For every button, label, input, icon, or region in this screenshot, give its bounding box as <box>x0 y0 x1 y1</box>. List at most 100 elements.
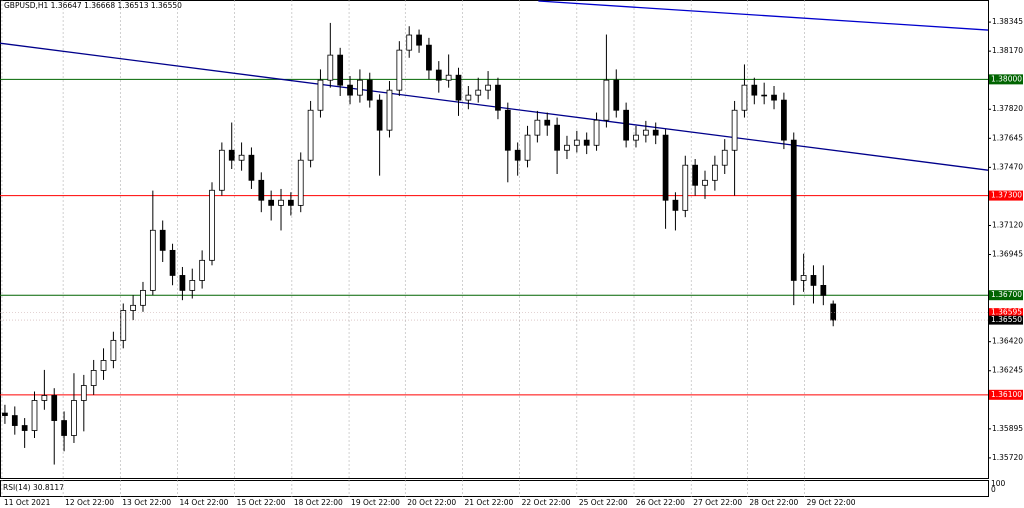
y-tick-label: 1.35720 <box>992 453 1023 462</box>
candle-body <box>209 189 215 261</box>
candle-body <box>820 285 827 296</box>
candle-body <box>159 229 166 251</box>
y-tick-label: 1.35895 <box>992 424 1023 433</box>
candle-body <box>189 280 196 291</box>
candle-body <box>534 119 541 136</box>
candle-body <box>613 79 620 111</box>
y-tick-label: 1.36420 <box>992 337 1023 346</box>
candle-body <box>307 109 314 161</box>
candle-body <box>169 249 176 276</box>
candle-body <box>2 412 8 416</box>
candle-body <box>100 360 107 371</box>
candle-body <box>623 109 629 141</box>
candle-body <box>248 154 255 181</box>
candle-body <box>140 289 146 306</box>
candle-body <box>583 139 590 146</box>
candle-body <box>633 134 639 141</box>
candle-body <box>662 134 669 201</box>
rsi-tick-label: 0 <box>991 485 996 494</box>
candle-body <box>297 159 304 206</box>
candle-body <box>781 99 787 141</box>
candle-body <box>228 149 235 161</box>
main-plot <box>0 0 989 479</box>
candle-body <box>731 109 738 151</box>
y-tick-label: 1.37820 <box>992 104 1023 113</box>
y-tick-label: 1.37470 <box>992 162 1023 171</box>
x-tick-label: 11 Oct 2021 <box>4 498 51 507</box>
candle-body <box>238 154 245 161</box>
candle-body <box>61 420 67 436</box>
x-tick-label: 21 Oct 22:00 <box>464 498 513 507</box>
y-tick-label: 1.38170 <box>992 46 1023 55</box>
x-tick-label: 28 Oct 22:00 <box>749 498 798 507</box>
candle-body <box>11 415 18 426</box>
candle-body <box>692 164 699 186</box>
candle-body <box>702 179 708 186</box>
candle-body <box>810 275 817 286</box>
x-tick-label: 29 Oct 22:00 <box>807 498 856 507</box>
y-tick-label: 1.37645 <box>992 133 1023 142</box>
candle-body <box>830 303 837 321</box>
candle-body <box>761 94 768 97</box>
candle-body <box>712 164 718 181</box>
candle-body <box>652 129 659 136</box>
rsi-panel <box>0 480 989 497</box>
level-price-label: 1.36700 <box>991 290 1022 299</box>
candle-body <box>347 84 353 96</box>
candle-body <box>475 89 482 96</box>
candle-body <box>544 119 551 126</box>
x-tick-label: 13 Oct 22:00 <box>122 498 171 507</box>
x-tick-label: 27 Oct 22:00 <box>693 498 742 507</box>
level-price-box <box>989 290 1023 301</box>
x-tick-label: 19 Oct 22:00 <box>351 498 400 507</box>
candle-body <box>771 94 777 101</box>
candle-body <box>130 304 136 311</box>
x-tick-label: 26 Oct 22:00 <box>636 498 685 507</box>
candle-body <box>485 84 491 91</box>
candle-body <box>51 395 58 421</box>
candle-body <box>642 129 649 136</box>
candle-body <box>790 139 797 281</box>
candle-body <box>41 395 48 401</box>
candle-body <box>278 199 284 206</box>
x-tick-label: 12 Oct 22:00 <box>65 498 114 507</box>
x-tick-label: 14 Oct 22:00 <box>179 498 228 507</box>
candle-body <box>199 259 206 281</box>
x-tick-label: 25 Oct 22:00 <box>579 498 628 507</box>
price-label: 1.36595 <box>991 308 1022 317</box>
candle-body <box>80 385 87 401</box>
x-tick-label: 22 Oct 22:00 <box>522 498 571 507</box>
candle-body <box>31 400 38 431</box>
candle-body <box>90 370 97 386</box>
candle-body <box>288 199 294 206</box>
candle-body <box>110 339 117 361</box>
candle-body <box>741 84 748 111</box>
candle-body <box>721 149 728 166</box>
level-price-box <box>989 389 1023 400</box>
y-tick-label: 1.38345 <box>992 17 1023 26</box>
candle-body <box>573 139 580 146</box>
candle-body <box>504 109 511 151</box>
level-price-box <box>989 190 1023 201</box>
candle-body <box>495 84 501 111</box>
candle-body <box>179 275 186 291</box>
candle-body <box>800 275 807 281</box>
candle-body <box>268 199 275 206</box>
candle-body <box>672 199 679 211</box>
y-tick-label: 1.37120 <box>992 220 1023 229</box>
price-box <box>989 315 1023 325</box>
candle-body <box>327 54 334 81</box>
price-label: 1.36550 <box>991 315 1022 324</box>
candle-body <box>317 79 324 111</box>
candle-body <box>396 49 403 91</box>
candle-body <box>435 69 442 81</box>
candle-body <box>751 84 758 96</box>
candle-body <box>445 74 452 81</box>
candle-body <box>357 79 363 96</box>
level-price-label: 1.36100 <box>991 390 1022 399</box>
y-tick-label: 1.36945 <box>992 250 1023 259</box>
candle-body <box>376 99 383 131</box>
candle-body <box>218 149 225 191</box>
symbol-header: GBPUSD,H1 1.36647 1.36668 1.36513 1.3655… <box>4 1 182 10</box>
